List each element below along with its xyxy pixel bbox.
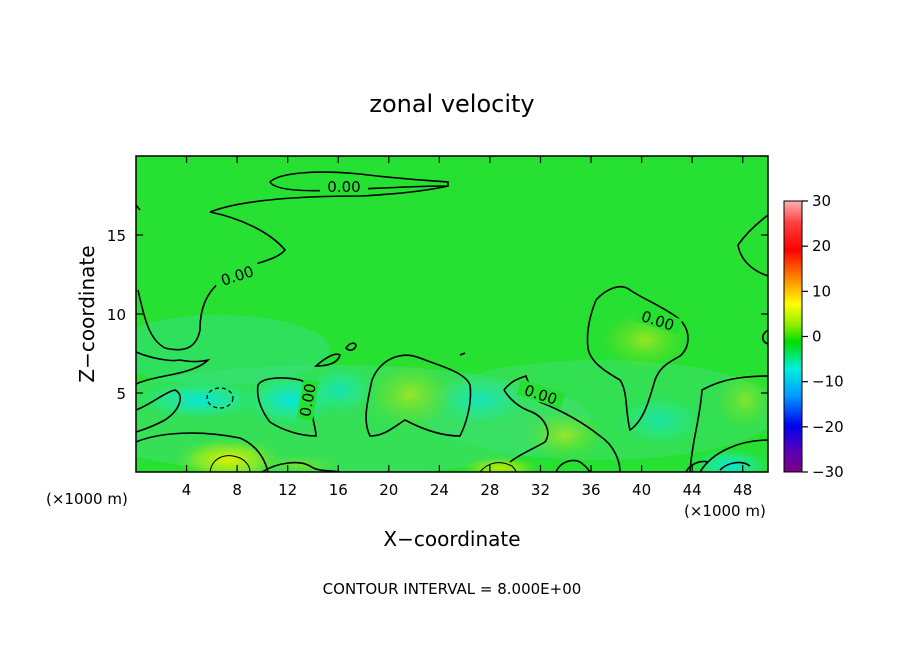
contour-line xyxy=(555,459,591,472)
plot-area: 0.00 0.00 0.00 0.00 0.00 xyxy=(136,156,768,472)
contour-line xyxy=(206,387,234,409)
colorbar-tick-label: 20 xyxy=(812,237,831,255)
contour-lines xyxy=(136,171,768,472)
contour-line xyxy=(689,375,768,472)
contour-line xyxy=(503,389,549,463)
colorbar-tick-label: 30 xyxy=(812,192,831,210)
x-tick-label: 24 xyxy=(430,481,449,499)
contour-labels: 0.00 0.00 0.00 0.00 0.00 xyxy=(212,177,683,422)
contour-line xyxy=(719,461,751,471)
contour-line xyxy=(344,342,357,351)
contour-line xyxy=(136,432,269,472)
field-region xyxy=(365,360,455,430)
x-tick-label: 40 xyxy=(632,481,651,499)
x-axis-label: X−coordinate xyxy=(383,527,520,551)
contour-label: 0.00 xyxy=(320,177,368,196)
x-axis-ticks: 4 8 12 16 20 24 28 32 36 40 44 48 xyxy=(182,156,752,499)
contour-line xyxy=(459,352,466,356)
contour-line xyxy=(313,353,341,367)
x-tick-label: 32 xyxy=(531,481,550,499)
x-tick-label: 36 xyxy=(581,481,600,499)
y-tick-label: 10 xyxy=(107,306,126,324)
contour-line xyxy=(209,185,449,213)
contour-line xyxy=(256,377,317,437)
field-region xyxy=(300,362,380,418)
colorbar-tick-label: −10 xyxy=(812,373,844,391)
x-axis-unit-left: (×1000 m) xyxy=(46,490,128,508)
y-tick-label: 5 xyxy=(116,385,126,403)
contour-interval-note: CONTOUR INTERVAL = 8.000E+00 xyxy=(323,580,582,598)
contour-line xyxy=(761,329,768,345)
contour-line xyxy=(737,214,768,277)
y-axis-ticks: 5 10 15 xyxy=(107,227,768,403)
colorbar-gradient xyxy=(783,200,803,473)
contour-label: 0.00 xyxy=(296,378,320,422)
x-tick-label: 48 xyxy=(733,481,752,499)
colorbar-ticks: 30 20 10 0 −10 −20 −30 xyxy=(802,192,844,481)
x-axis-unit-right: (×1000 m) xyxy=(684,502,766,520)
contour-line xyxy=(136,351,211,385)
field-region xyxy=(685,447,768,472)
x-tick-label: 4 xyxy=(182,481,192,499)
contour-label-text: 0.00 xyxy=(327,178,360,196)
contour-line xyxy=(137,211,287,351)
y-tick-label: 15 xyxy=(107,227,126,245)
x-tick-label: 8 xyxy=(232,481,242,499)
x-tick-label: 28 xyxy=(480,481,499,499)
colorbar-tick-label: 0 xyxy=(812,328,822,346)
x-tick-label: 16 xyxy=(329,481,348,499)
y-axis-label: Z−coordinate xyxy=(75,245,99,382)
colorbar-tick-label: −30 xyxy=(812,463,844,481)
field-region xyxy=(173,438,283,472)
field-region xyxy=(136,315,330,385)
field-region xyxy=(610,390,710,450)
contour-line xyxy=(268,171,449,192)
x-tick-label: 44 xyxy=(683,481,702,499)
x-tick-label: 20 xyxy=(379,481,398,499)
field-region xyxy=(460,456,540,472)
contour-label-text: 0.00 xyxy=(296,382,320,418)
x-tick-label: 12 xyxy=(278,481,297,499)
colorbar: 30 20 10 0 −10 −20 −30 xyxy=(783,192,844,481)
field-region xyxy=(525,410,605,460)
field-region xyxy=(715,370,768,430)
field-region xyxy=(136,378,270,422)
chart-title: zonal velocity xyxy=(369,90,534,118)
contour-line xyxy=(365,354,472,437)
contour-line xyxy=(261,461,341,472)
colorbar-tick-label: 10 xyxy=(812,282,831,300)
contour-line xyxy=(685,460,709,472)
contour-line xyxy=(699,439,768,472)
contour-line xyxy=(209,455,251,472)
contour-line xyxy=(586,285,689,432)
contour-line xyxy=(136,389,181,433)
colorbar-tick-label: −20 xyxy=(812,418,844,436)
